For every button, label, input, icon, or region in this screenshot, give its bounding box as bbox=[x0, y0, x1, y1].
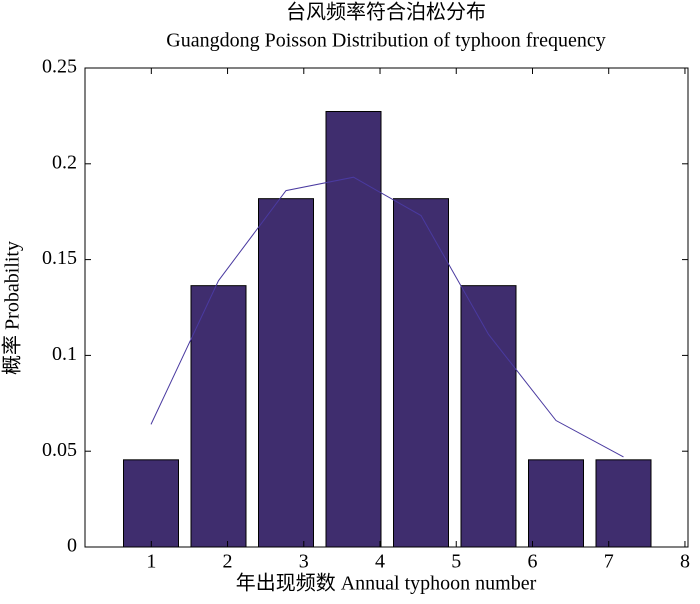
y-tick-label: 0.15 bbox=[42, 247, 77, 269]
x-axis-label: 年出现频数 Annual typhoon number bbox=[236, 572, 537, 595]
bar bbox=[258, 198, 314, 548]
x-tick-label: 1 bbox=[146, 551, 156, 573]
x-tick-label: 5 bbox=[451, 551, 461, 573]
line bbox=[150, 176, 624, 458]
x-tick-label: 3 bbox=[299, 551, 309, 573]
x-tick-label: 6 bbox=[527, 551, 537, 573]
chart-subtitle: Guangdong Poisson Distribution of typhoo… bbox=[166, 30, 605, 52]
y-axis-label: 概率 Probability bbox=[1, 241, 24, 375]
y-tick-label: 0 bbox=[67, 535, 77, 557]
y-tick-label: 0.05 bbox=[42, 439, 77, 461]
x-tick-label: 7 bbox=[604, 551, 614, 573]
bar bbox=[528, 459, 584, 548]
x-tick-label: 2 bbox=[223, 551, 233, 573]
bar bbox=[190, 285, 247, 548]
bar bbox=[460, 285, 517, 548]
y-tick-label: 0.1 bbox=[52, 343, 77, 365]
x-tick-label: 4 bbox=[375, 551, 385, 573]
bar bbox=[595, 459, 652, 548]
bar bbox=[123, 459, 179, 548]
x-tick-label: 8 bbox=[680, 551, 690, 573]
chart-title: 台风频率符合泊松分布 bbox=[286, 1, 486, 24]
plot-frame bbox=[84, 67, 689, 548]
bar bbox=[325, 110, 382, 548]
y-tick-label: 0.2 bbox=[52, 151, 77, 173]
bar bbox=[393, 198, 449, 548]
y-tick-label: 0.25 bbox=[42, 56, 77, 78]
